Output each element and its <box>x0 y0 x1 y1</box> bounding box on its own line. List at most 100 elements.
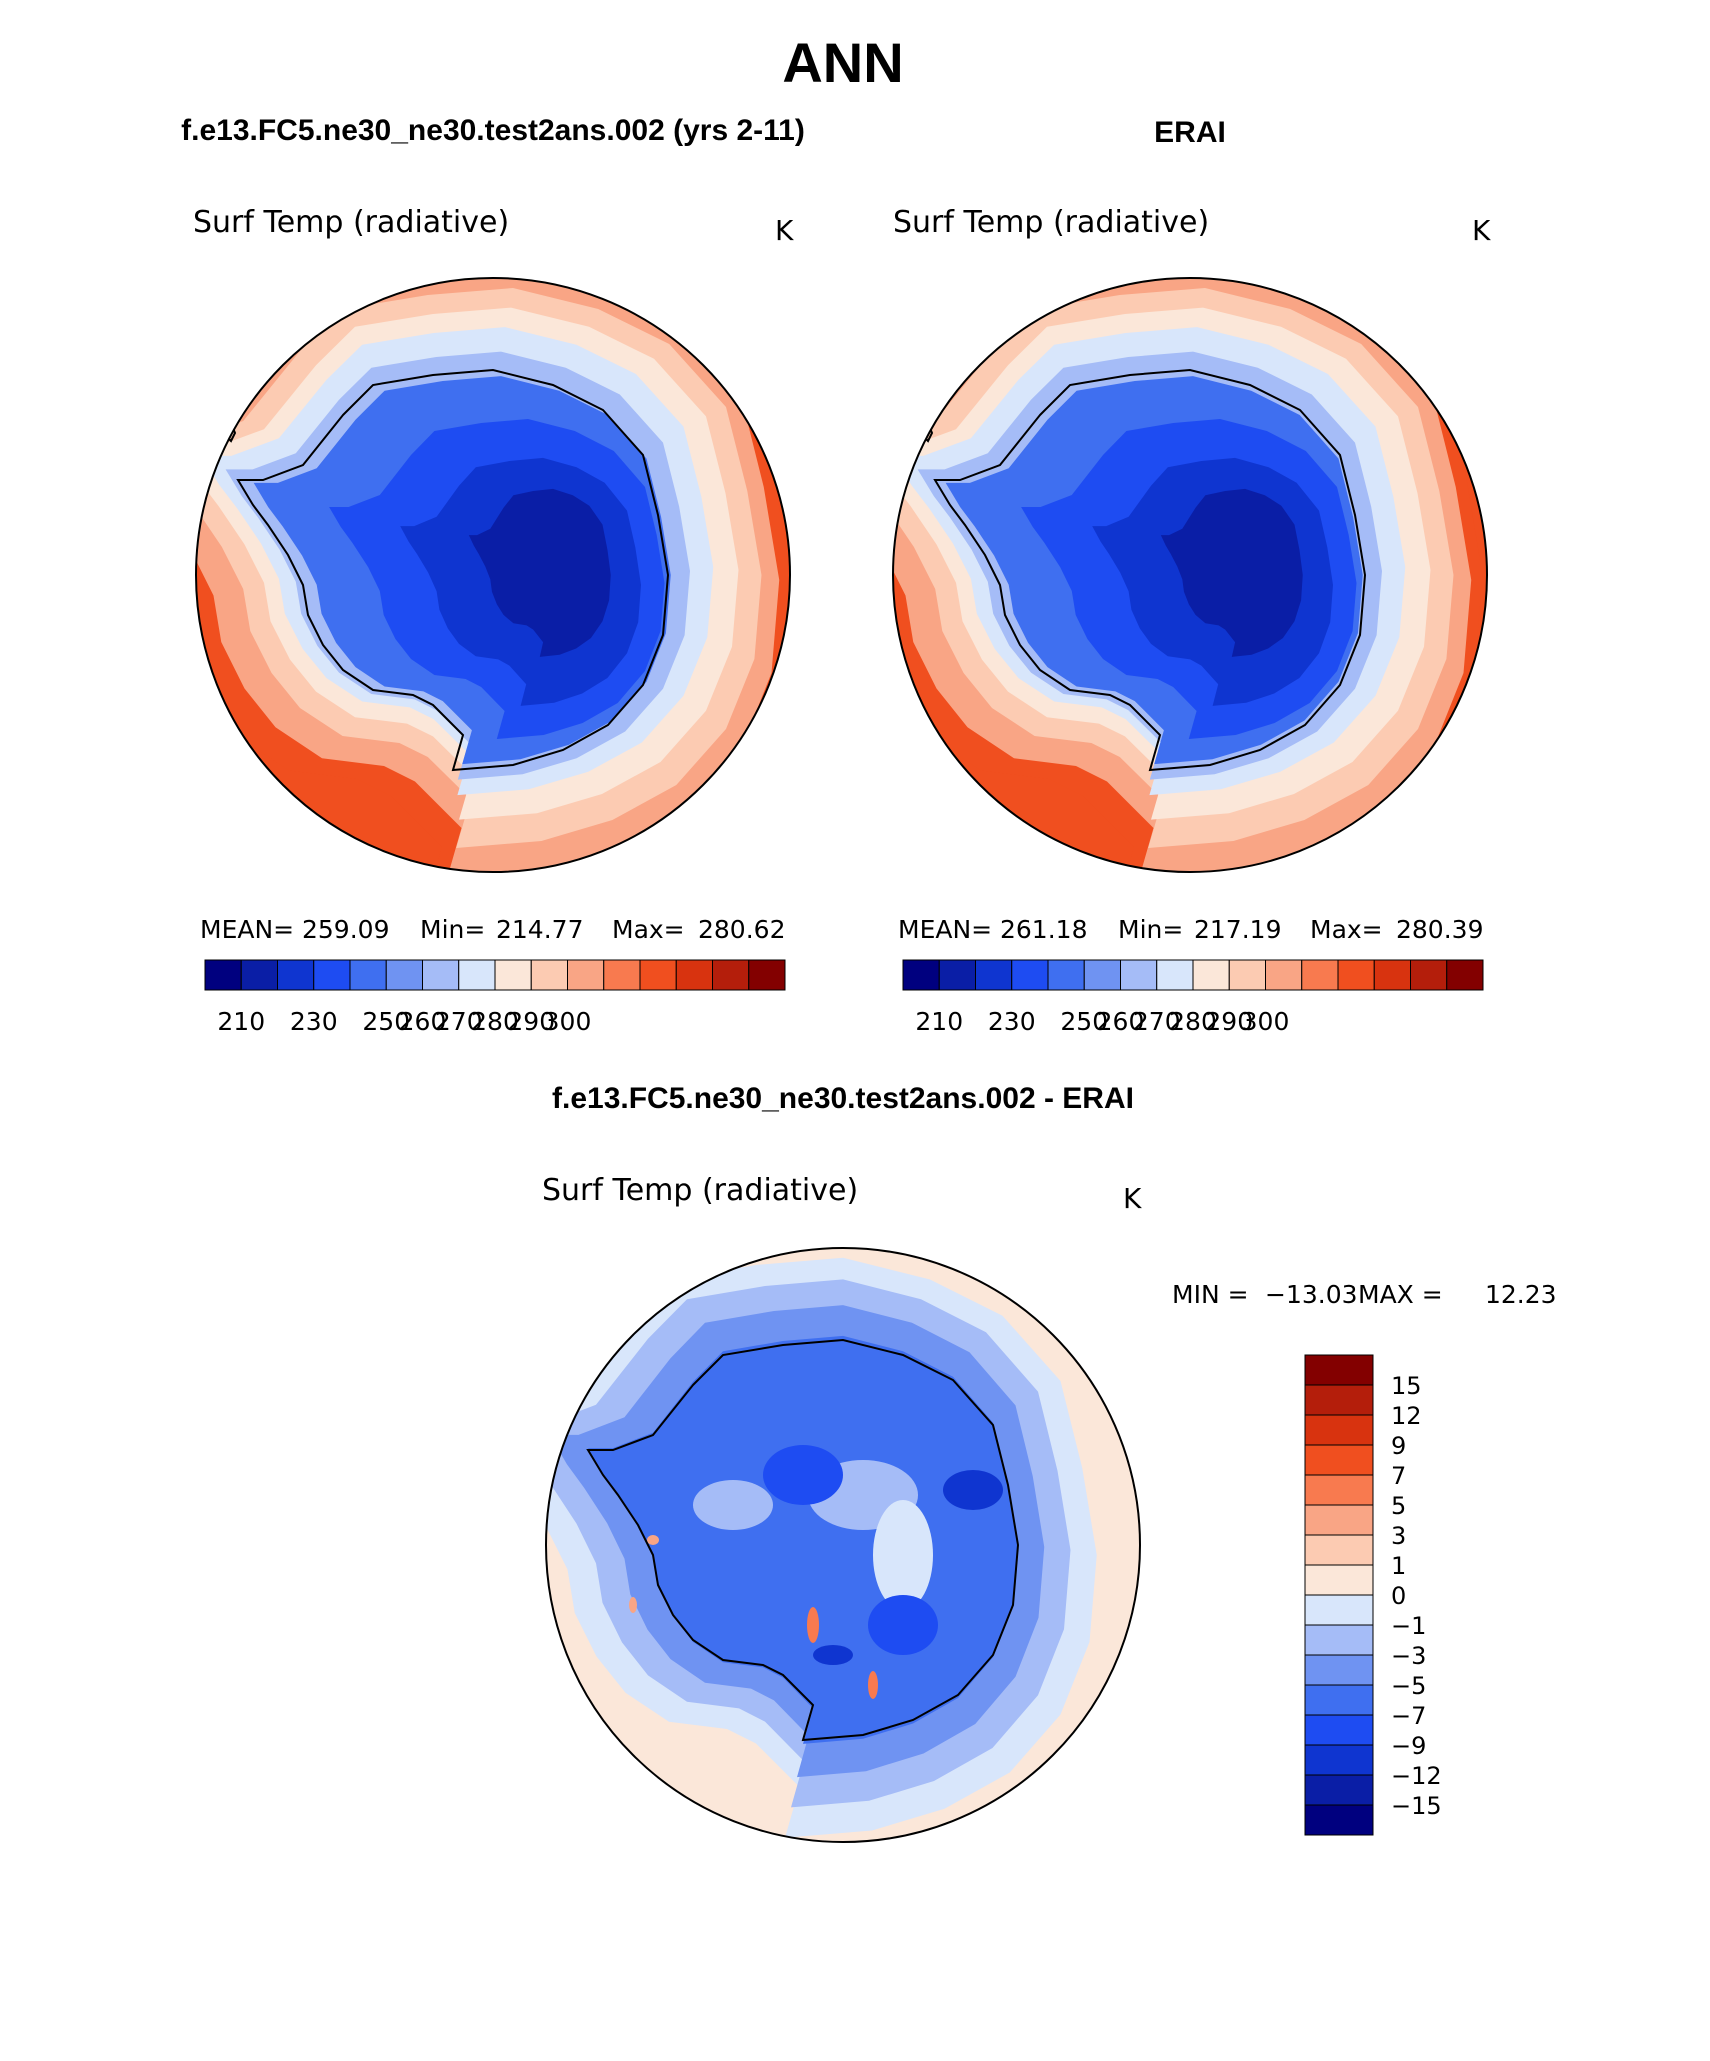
colorbar-swatch <box>1410 959 1448 991</box>
panel2-mean-value: 261.18 <box>1000 915 1087 944</box>
colorbar-swatch <box>1304 1744 1374 1776</box>
colorbar-swatch <box>494 959 532 991</box>
panel2-min-value: 217.19 <box>1194 915 1281 944</box>
colorbar-swatch <box>1228 959 1266 991</box>
colorbar-swatch <box>240 959 278 991</box>
colorbar-tick-label: 250 <box>1060 1007 1108 1036</box>
colorbar-swatch <box>902 959 940 991</box>
panel1-max-label: Max= <box>612 915 685 944</box>
colorbar-tick-label: 270 <box>435 1007 483 1036</box>
panel-model: Surf Temp (radiative) K MEAN= 259.09 Min… <box>193 205 794 1036</box>
colorbar-swatch <box>1446 959 1484 991</box>
panel1-map-border <box>195 277 791 873</box>
colorbar-swatch <box>422 959 460 991</box>
colorbar-swatch <box>1304 1534 1374 1566</box>
panel1-max-value: 280.62 <box>698 915 785 944</box>
colorbar-tick-label: 3 <box>1391 1522 1406 1550</box>
colorbar-tick-label: 210 <box>217 1007 265 1036</box>
panel3-map <box>546 1248 1140 1842</box>
colorbar-tick-label: 290 <box>1205 1007 1253 1036</box>
colorbar-swatch <box>567 959 605 991</box>
colorbar-swatch <box>1192 959 1230 991</box>
colorbar-swatch <box>1337 959 1375 991</box>
colorbar-swatch <box>277 959 315 991</box>
panel3-min-label: MIN = <box>1172 1280 1249 1309</box>
colorbar-tick-label: 300 <box>1242 1007 1290 1036</box>
colorbar-swatch <box>1304 1624 1374 1656</box>
panel1-units: K <box>775 214 794 247</box>
panel2-variable: Surf Temp (radiative) <box>893 205 1209 240</box>
colorbar-swatch <box>1304 1714 1374 1746</box>
colorbar-swatch <box>385 959 423 991</box>
colorbar-swatch <box>1301 959 1339 991</box>
colorbar-tick-label: 9 <box>1391 1432 1406 1460</box>
panel-erai: Surf Temp (radiative) K MEAN= 261.18 Min… <box>892 205 1491 1036</box>
panel2-title: ERAI <box>1154 116 1226 149</box>
panel2-map <box>893 278 1487 872</box>
colorbar-tick-label: 5 <box>1391 1492 1406 1520</box>
panel3-min-value: −13.03 <box>1265 1280 1358 1309</box>
colorbar-swatch <box>1304 1564 1374 1596</box>
panel2-max-value: 280.39 <box>1396 915 1483 944</box>
colorbar-swatch <box>530 959 568 991</box>
colorbar-tick-label: 210 <box>915 1007 963 1036</box>
panel3-max-label: MAX = <box>1358 1280 1443 1309</box>
colorbar-swatch <box>1304 1474 1374 1506</box>
panel2-map-border <box>892 277 1488 873</box>
panel3-variable: Surf Temp (radiative) <box>542 1173 858 1208</box>
panel3-stats: MIN = −13.03 MAX = 12.23 <box>1172 1280 1557 1309</box>
panel1-map <box>196 278 790 872</box>
difference-anomaly <box>693 1480 773 1530</box>
panel1-stats: MEAN= 259.09 Min= 214.77 Max= 280.62 <box>200 915 785 944</box>
colorbar-swatch <box>313 959 351 991</box>
main-title: ANN <box>782 31 903 94</box>
colorbar-swatch <box>1156 959 1194 991</box>
colorbar-swatch <box>975 959 1013 991</box>
colorbar-swatch <box>458 959 496 991</box>
colorbar-swatch <box>1304 1804 1374 1836</box>
colorbar-tick-label: −15 <box>1391 1792 1442 1820</box>
panel1-variable: Surf Temp (radiative) <box>193 205 509 240</box>
colorbar-tick-label: 1 <box>1391 1552 1406 1580</box>
difference-anomaly <box>763 1445 843 1505</box>
colorbar-tick-label: 260 <box>399 1007 447 1036</box>
colorbar-tick-label: −9 <box>1391 1732 1426 1760</box>
colorbar-tick-label: 7 <box>1391 1462 1406 1490</box>
colorbar-tick-label: −1 <box>1391 1612 1426 1640</box>
colorbar-swatch <box>748 959 786 991</box>
panel3-max-value: 12.23 <box>1485 1280 1557 1309</box>
colorbar-tick-label: 15 <box>1391 1372 1422 1400</box>
panel1-min-label: Min= <box>420 915 485 944</box>
colorbar-swatch <box>1304 1354 1374 1386</box>
colorbar-swatch <box>639 959 677 991</box>
colorbar-tick-label: 280 <box>1169 1007 1217 1036</box>
colorbar-tick-label: −5 <box>1391 1672 1426 1700</box>
colorbar-swatch <box>1304 1774 1374 1806</box>
panel2-units: K <box>1472 214 1491 247</box>
difference-anomaly <box>873 1500 933 1610</box>
colorbar-swatch <box>1265 959 1303 991</box>
panel3-units: K <box>1123 1182 1142 1215</box>
colorbar-tick-label: −12 <box>1391 1762 1442 1790</box>
colorbar-swatch <box>1047 959 1085 991</box>
panel2-mean-label: MEAN= <box>898 915 992 944</box>
difference-anomaly <box>943 1470 1003 1510</box>
colorbar-swatch <box>1304 1384 1374 1416</box>
panel3-map-border <box>545 1247 1141 1843</box>
colorbar-tick-label: 260 <box>1097 1007 1145 1036</box>
colorbar-swatch <box>938 959 976 991</box>
colorbar-swatch <box>1373 959 1411 991</box>
colorbar-swatch <box>1304 1654 1374 1686</box>
colorbar-swatch <box>1120 959 1158 991</box>
colorbar-swatch <box>1304 1684 1374 1716</box>
colorbar-swatch <box>1304 1504 1374 1536</box>
panel1-title: f.e13.FC5.ne30_ne30.test2ans.002 (yrs 2-… <box>181 114 805 147</box>
difference-anomaly <box>868 1595 938 1655</box>
diff-title: f.e13.FC5.ne30_ne30.test2ans.002 - ERAI <box>552 1082 1134 1115</box>
panel1-mean-label: MEAN= <box>200 915 294 944</box>
colorbar-tick-label: 300 <box>544 1007 592 1036</box>
colorbar-tick-label: −3 <box>1391 1642 1426 1670</box>
